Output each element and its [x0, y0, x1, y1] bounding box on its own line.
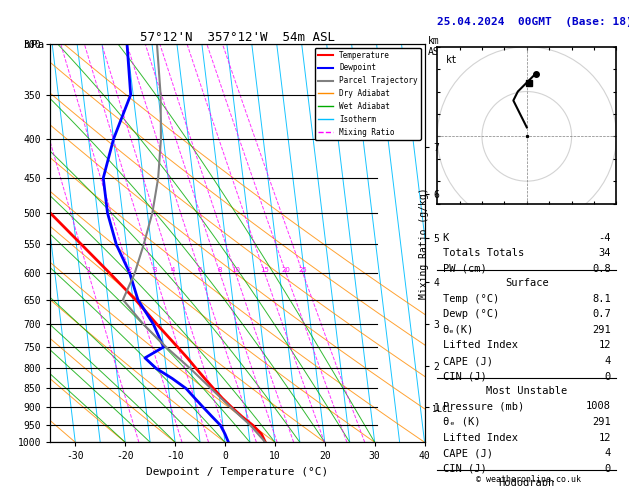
Text: 25.04.2024  00GMT  (Base: 18): 25.04.2024 00GMT (Base: 18)	[437, 17, 629, 27]
Text: kt: kt	[446, 54, 458, 65]
Text: 0.8: 0.8	[593, 264, 611, 274]
Text: CAPE (J): CAPE (J)	[443, 356, 493, 366]
Text: 20: 20	[282, 267, 291, 273]
Text: CAPE (J): CAPE (J)	[443, 448, 493, 458]
Text: 4: 4	[171, 267, 175, 273]
Text: 291: 291	[593, 325, 611, 335]
Text: 1008: 1008	[586, 401, 611, 411]
Text: Mixing Ratio (g/kg): Mixing Ratio (g/kg)	[419, 187, 429, 299]
Text: Surface: Surface	[505, 278, 548, 288]
Text: Lifted Index: Lifted Index	[443, 433, 518, 443]
Title: 57°12'N  357°12'W  54m ASL: 57°12'N 357°12'W 54m ASL	[140, 31, 335, 44]
Text: -4: -4	[599, 233, 611, 243]
Text: 15: 15	[260, 267, 269, 273]
Text: 12: 12	[599, 340, 611, 350]
Text: 12: 12	[599, 433, 611, 443]
Text: hPa: hPa	[24, 40, 45, 50]
Text: θₑ(K): θₑ(K)	[443, 325, 474, 335]
Text: 10: 10	[231, 267, 240, 273]
Text: 4: 4	[605, 356, 611, 366]
Text: 25: 25	[298, 267, 307, 273]
Text: Dewp (°C): Dewp (°C)	[443, 309, 499, 319]
Text: Totals Totals: Totals Totals	[443, 248, 524, 258]
Text: 8.1: 8.1	[593, 294, 611, 304]
Text: Lifted Index: Lifted Index	[443, 340, 518, 350]
Text: Pressure (mb): Pressure (mb)	[443, 401, 524, 411]
Text: Hodograph: Hodograph	[499, 478, 555, 486]
Text: © weatheronline.co.uk: © weatheronline.co.uk	[476, 474, 581, 484]
Legend: Temperature, Dewpoint, Parcel Trajectory, Dry Adiabat, Wet Adiabat, Isotherm, Mi: Temperature, Dewpoint, Parcel Trajectory…	[314, 48, 421, 139]
Text: Temp (°C): Temp (°C)	[443, 294, 499, 304]
Text: 291: 291	[593, 417, 611, 427]
Text: K: K	[443, 233, 448, 243]
Text: 1LCL: 1LCL	[432, 405, 452, 414]
Text: Most Unstable: Most Unstable	[486, 386, 567, 396]
Text: PW (cm): PW (cm)	[443, 264, 486, 274]
Text: 2: 2	[127, 267, 131, 273]
Text: 0: 0	[605, 464, 611, 474]
Text: 6: 6	[198, 267, 203, 273]
Text: 34: 34	[599, 248, 611, 258]
Text: 0: 0	[605, 372, 611, 382]
Text: 8: 8	[218, 267, 222, 273]
Text: 4: 4	[605, 448, 611, 458]
Text: CIN (J): CIN (J)	[443, 372, 486, 382]
Text: km
ASL: km ASL	[428, 36, 446, 57]
Text: θₑ (K): θₑ (K)	[443, 417, 480, 427]
X-axis label: Dewpoint / Temperature (°C): Dewpoint / Temperature (°C)	[147, 467, 328, 477]
Text: 1: 1	[86, 267, 91, 273]
Text: CIN (J): CIN (J)	[443, 464, 486, 474]
Text: 3: 3	[152, 267, 157, 273]
Text: 0.7: 0.7	[593, 309, 611, 319]
